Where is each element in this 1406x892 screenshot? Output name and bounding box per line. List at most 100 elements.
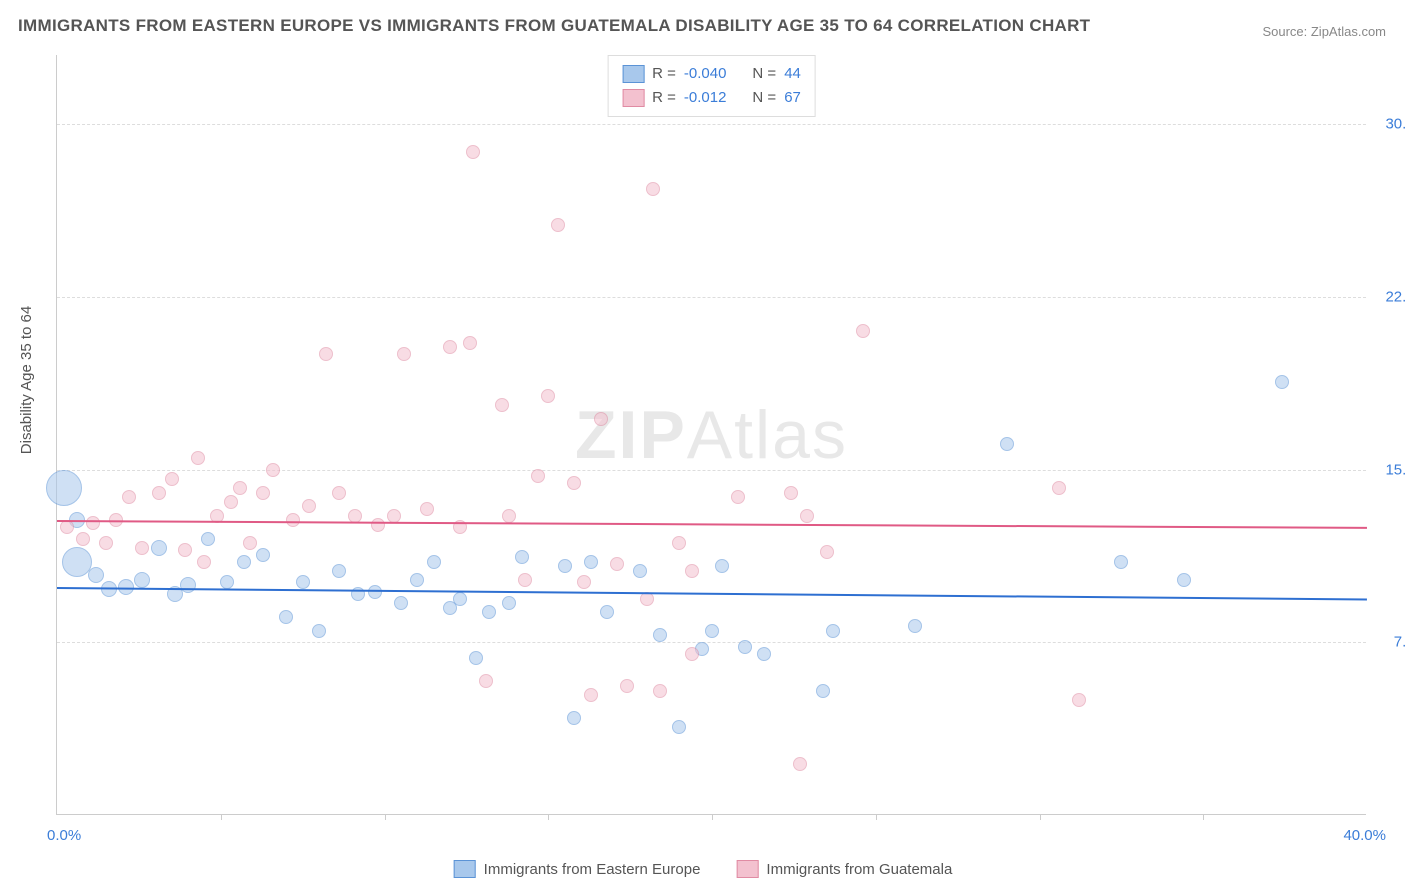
scatter-point — [610, 557, 624, 571]
scatter-point — [302, 499, 316, 513]
scatter-point — [600, 605, 614, 619]
scatter-point — [180, 577, 196, 593]
scatter-point — [502, 596, 516, 610]
scatter-point — [152, 486, 166, 500]
x-tick — [712, 814, 713, 820]
scatter-point — [332, 486, 346, 500]
scatter-point — [76, 532, 90, 546]
scatter-point — [820, 545, 834, 559]
scatter-point — [286, 513, 300, 527]
legend-correlation-box: R =-0.040N =44R = -0.012 N = 67 — [607, 55, 816, 117]
y-tick-label: 30.0% — [1385, 116, 1406, 133]
scatter-point — [482, 605, 496, 619]
legend-swatch — [736, 860, 758, 878]
scatter-point — [88, 567, 104, 583]
scatter-point — [800, 509, 814, 523]
scatter-point — [558, 559, 572, 573]
scatter-point — [387, 509, 401, 523]
scatter-point — [427, 555, 441, 569]
scatter-point — [220, 575, 234, 589]
plot-area: ZIPAtlas 0.0% 40.0% R =-0.040N =44R =-0.… — [56, 55, 1366, 815]
scatter-point — [332, 564, 346, 578]
scatter-point — [397, 347, 411, 361]
scatter-point — [122, 490, 136, 504]
scatter-point — [672, 536, 686, 550]
scatter-point — [479, 674, 493, 688]
gridline — [57, 124, 1366, 125]
scatter-point — [312, 624, 326, 638]
scatter-point — [856, 324, 870, 338]
gridline — [57, 297, 1366, 298]
scatter-point — [46, 470, 82, 506]
scatter-point — [551, 218, 565, 232]
scatter-point — [584, 555, 598, 569]
scatter-point — [653, 628, 667, 642]
x-axis-max-label: 40.0% — [1343, 827, 1386, 844]
x-tick — [221, 814, 222, 820]
scatter-point — [371, 518, 385, 532]
scatter-point — [463, 336, 477, 350]
scatter-point — [518, 573, 532, 587]
scatter-point — [99, 536, 113, 550]
legend-r-label: R = — [652, 62, 676, 86]
watermark-light: Atlas — [687, 397, 848, 473]
x-tick — [876, 814, 877, 820]
scatter-point — [653, 684, 667, 698]
scatter-point — [908, 619, 922, 633]
scatter-point — [495, 398, 509, 412]
y-tick-label: 15.0% — [1385, 461, 1406, 478]
x-axis-min-label: 0.0% — [47, 827, 81, 844]
watermark: ZIPAtlas — [575, 396, 848, 474]
legend-n-value: 67 — [784, 86, 801, 110]
chart-title: IMMIGRANTS FROM EASTERN EUROPE VS IMMIGR… — [18, 16, 1090, 36]
legend-series-label: Immigrants from Eastern Europe — [484, 861, 701, 878]
legend-series-item: Immigrants from Guatemala — [736, 860, 952, 878]
y-tick-label: 22.5% — [1385, 288, 1406, 305]
scatter-point — [197, 555, 211, 569]
trend-line — [57, 587, 1367, 601]
scatter-point — [266, 463, 280, 477]
scatter-point — [715, 559, 729, 573]
x-tick — [1203, 814, 1204, 820]
scatter-point — [784, 486, 798, 500]
scatter-point — [1177, 573, 1191, 587]
scatter-point — [394, 596, 408, 610]
scatter-point — [1114, 555, 1128, 569]
scatter-point — [633, 564, 647, 578]
legend-n-label: N = — [752, 86, 776, 110]
scatter-point — [567, 711, 581, 725]
scatter-point — [279, 610, 293, 624]
scatter-point — [646, 182, 660, 196]
scatter-point — [256, 486, 270, 500]
scatter-point — [60, 520, 74, 534]
legend-r-label: R = — [652, 86, 676, 110]
scatter-point — [816, 684, 830, 698]
legend-r-value: -0.012 — [684, 86, 727, 110]
trend-line — [57, 520, 1367, 529]
scatter-point — [515, 550, 529, 564]
scatter-point — [594, 412, 608, 426]
scatter-point — [826, 624, 840, 638]
watermark-bold: ZIP — [575, 397, 687, 473]
legend-swatch — [622, 65, 644, 83]
x-tick — [1040, 814, 1041, 820]
scatter-point — [151, 540, 167, 556]
scatter-point — [672, 720, 686, 734]
source-attribution: Source: ZipAtlas.com — [1262, 24, 1386, 39]
legend-series-label: Immigrants from Guatemala — [766, 861, 952, 878]
legend-correlation-row: R =-0.040N =44 — [622, 62, 801, 86]
scatter-point — [348, 509, 362, 523]
legend-swatch — [454, 860, 476, 878]
scatter-point — [567, 476, 581, 490]
scatter-point — [243, 536, 257, 550]
scatter-point — [165, 472, 179, 486]
scatter-point — [62, 547, 92, 577]
legend-series: Immigrants from Eastern Europe Immigrants… — [454, 860, 953, 878]
scatter-point — [738, 640, 752, 654]
legend-series-item: Immigrants from Eastern Europe — [454, 860, 701, 878]
scatter-point — [466, 145, 480, 159]
scatter-point — [1000, 437, 1014, 451]
scatter-point — [224, 495, 238, 509]
scatter-point — [237, 555, 251, 569]
scatter-point — [757, 647, 771, 661]
